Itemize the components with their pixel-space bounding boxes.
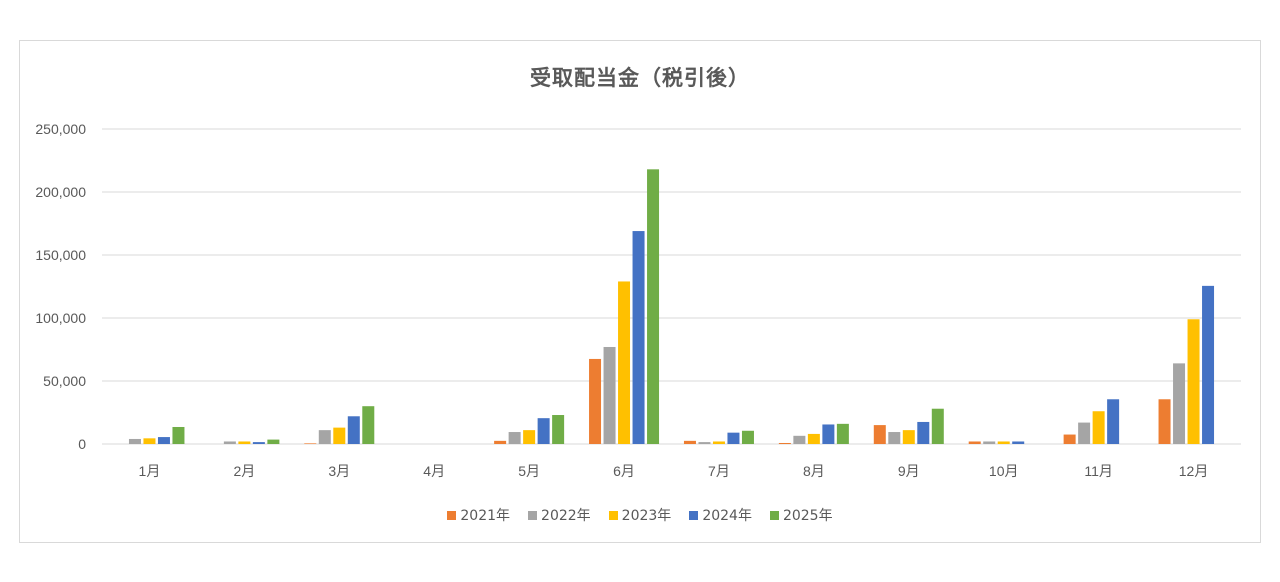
bar[interactable] [252, 442, 265, 444]
bar[interactable] [508, 432, 521, 444]
x-tick-label: 9月 [898, 463, 920, 479]
bar[interactable] [997, 441, 1010, 444]
bar[interactable] [741, 430, 754, 444]
bar[interactable] [902, 430, 915, 444]
legend-item-2024[interactable]: 2024年 [689, 505, 752, 525]
bar[interactable] [1107, 399, 1120, 444]
bar[interactable] [238, 441, 251, 444]
bar[interactable] [1092, 411, 1105, 444]
bar[interactable] [1187, 319, 1200, 444]
bar[interactable] [1063, 434, 1076, 444]
legend-item-2021[interactable]: 2021年 [447, 505, 510, 525]
bar[interactable] [318, 430, 331, 444]
chart-title: 受取配当金（税引後） [530, 66, 750, 90]
x-tick-label: 10月 [989, 463, 1019, 479]
bar[interactable] [523, 430, 536, 444]
bar[interactable] [494, 440, 507, 444]
bar[interactable] [128, 438, 141, 444]
legend-label: 2024年 [702, 508, 752, 524]
bar[interactable] [172, 426, 185, 444]
x-tick-label: 6月 [613, 463, 635, 479]
bar[interactable] [778, 442, 791, 444]
y-tick-label: 50,000 [43, 373, 86, 389]
x-axis-labels: 1月 2月 3月 4月 5月 6月 7月 8月 9月 10月 11月 12月 [139, 463, 1209, 479]
bar[interactable] [618, 281, 631, 444]
legend-item-2022[interactable]: 2022年 [528, 505, 591, 525]
legend-swatch-icon [447, 510, 457, 520]
bar[interactable] [589, 358, 602, 444]
bar[interactable] [836, 423, 849, 444]
bar[interactable] [807, 433, 820, 444]
bar[interactable] [683, 440, 696, 444]
bar[interactable] [931, 408, 944, 444]
legend-item-2025[interactable]: 2025年 [769, 505, 833, 525]
x-tick-label: 3月 [328, 463, 350, 479]
bar[interactable] [698, 442, 711, 444]
bar[interactable] [632, 231, 645, 444]
x-tick-label: 11月 [1084, 463, 1113, 479]
legend-swatch-icon [608, 510, 618, 520]
bar[interactable] [1078, 422, 1091, 444]
legend-label: 2021年 [460, 508, 511, 524]
bar[interactable] [873, 425, 886, 444]
x-tick-label: 1月 [139, 463, 161, 479]
y-tick-label: 0 [78, 436, 86, 452]
bar[interactable] [157, 437, 170, 444]
bar[interactable] [537, 418, 550, 444]
y-tick-label: 150,000 [35, 247, 86, 263]
x-tick-label: 5月 [518, 463, 540, 479]
bar[interactable] [793, 435, 806, 444]
bar[interactable] [647, 169, 660, 444]
bar[interactable] [822, 424, 835, 444]
bar[interactable] [1158, 399, 1171, 444]
bar[interactable] [362, 406, 375, 444]
bar[interactable] [1173, 363, 1186, 444]
legend-item-2023[interactable]: 2023年 [608, 505, 672, 525]
legend-swatch-icon [689, 510, 699, 520]
legend-swatch-icon [528, 510, 538, 520]
bar[interactable] [983, 441, 996, 444]
x-tick-label: 7月 [708, 463, 730, 479]
bar[interactable] [347, 416, 360, 444]
bar[interactable] [143, 438, 156, 444]
bar[interactable] [603, 346, 616, 444]
legend-label: 2022年 [541, 508, 591, 524]
chart-legend: 2021年 2022年 2023年 2024年 2025年 [0, 505, 1280, 525]
bar[interactable] [712, 441, 725, 444]
bar[interactable] [552, 415, 565, 444]
bar[interactable] [333, 427, 346, 444]
y-tick-label: 250,000 [35, 121, 86, 137]
x-tick-label: 2月 [233, 463, 255, 479]
legend-label: 2025年 [782, 508, 833, 524]
bar[interactable] [968, 441, 981, 444]
bar[interactable] [1202, 285, 1215, 444]
x-tick-label: 12月 [1179, 463, 1209, 479]
bar[interactable] [223, 441, 236, 444]
x-tick-label: 4月 [423, 463, 445, 479]
y-tick-label: 100,000 [35, 310, 86, 326]
y-tick-label: 200,000 [35, 184, 86, 200]
bar[interactable] [304, 443, 317, 444]
bar[interactable] [1012, 441, 1025, 444]
bar[interactable] [727, 432, 740, 444]
gridlines [102, 128, 1241, 445]
bar[interactable] [888, 432, 901, 444]
bar-series [128, 169, 1215, 444]
legend-swatch-icon [769, 510, 779, 520]
x-tick-label: 8月 [803, 463, 825, 479]
legend-label: 2023年 [621, 508, 672, 524]
y-axis-labels: 0 50,000 100,000 150,000 200,000 250,000 [35, 121, 86, 452]
bar[interactable] [267, 439, 280, 444]
bar[interactable] [917, 421, 930, 444]
